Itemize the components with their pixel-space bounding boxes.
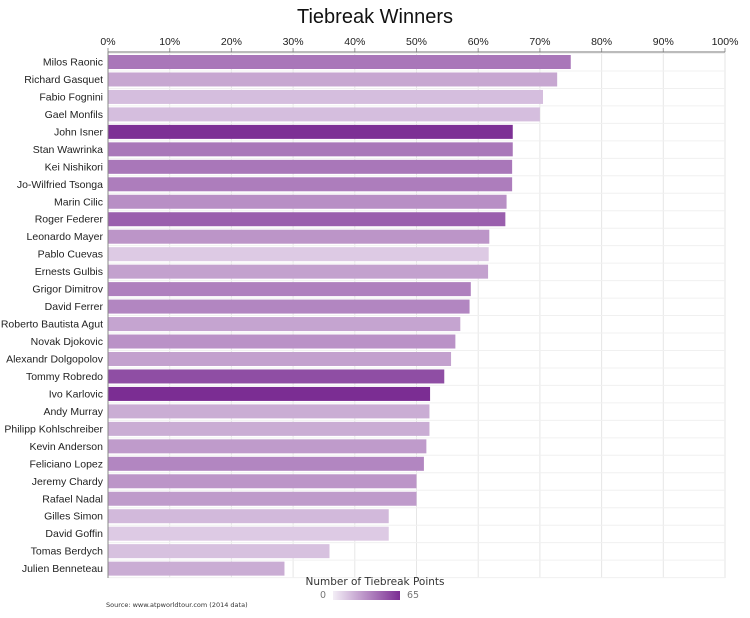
bar: [108, 334, 456, 349]
category-label: Grigor Dimitrov: [32, 284, 103, 296]
category-label: Philipp Kohlschreiber: [4, 423, 103, 435]
bar: [108, 351, 452, 366]
bar: [108, 404, 430, 419]
bar: [108, 142, 513, 157]
category-label: Milos Raonic: [43, 57, 103, 69]
bar: [108, 369, 445, 384]
bar: [108, 229, 490, 244]
bar: [108, 124, 513, 139]
category-label: Pablo Cuevas: [38, 249, 103, 261]
legend-min-label: 0: [320, 590, 327, 601]
category-label: Jeremy Chardy: [32, 476, 104, 488]
x-tick-label: 80%: [591, 36, 612, 48]
bar: [108, 509, 389, 524]
category-label: Gilles Simon: [44, 511, 103, 523]
bar: [108, 212, 506, 227]
x-tick-label: 100%: [712, 36, 739, 48]
x-tick-label: 0%: [100, 36, 115, 48]
x-tick-label: 30%: [283, 36, 304, 48]
bar: [108, 107, 540, 122]
bar: [108, 72, 558, 87]
bar: [108, 317, 461, 332]
category-label: Tommy Robredo: [26, 371, 103, 383]
category-label: Fabio Fognini: [39, 91, 103, 103]
category-label: Julien Benneteau: [22, 563, 103, 575]
legend-title: Number of Tiebreak Points: [305, 576, 445, 588]
bar: [108, 264, 489, 279]
category-label: John Isner: [54, 126, 104, 138]
bar: [108, 526, 389, 541]
legend-max-label: 65: [407, 590, 420, 601]
x-tick-label: 10%: [159, 36, 180, 48]
category-label: Ivo Karlovic: [49, 388, 103, 400]
category-label: Feliciano Lopez: [29, 458, 103, 470]
bar: [108, 159, 513, 174]
category-label: David Goffin: [45, 528, 103, 540]
category-label: Gael Monfils: [45, 109, 103, 121]
bar: [108, 491, 417, 506]
bar: [108, 194, 507, 209]
category-label: Roberto Bautista Agut: [1, 319, 103, 331]
category-label: Andy Murray: [43, 406, 103, 418]
category-label: Rafael Nadal: [42, 493, 103, 505]
category-label: David Ferrer: [45, 301, 104, 313]
bar: [108, 177, 513, 192]
bar: [108, 456, 424, 471]
bar: [108, 299, 470, 314]
bar: [108, 89, 543, 104]
bar: [108, 544, 330, 559]
category-label: Richard Gasquet: [24, 74, 103, 86]
bar: [108, 474, 417, 489]
legend-color-gradient: [333, 591, 400, 600]
x-tick-label: 40%: [344, 36, 365, 48]
chart-title: Tiebreak Winners: [297, 6, 453, 28]
x-tick-label: 20%: [221, 36, 242, 48]
bar: [108, 386, 431, 401]
category-label: Alexandr Dolgopolov: [6, 353, 104, 365]
category-label: Kei Nishikori: [45, 161, 103, 173]
category-label: Novak Djokovic: [31, 336, 103, 348]
source-note: Source: www.atpworldtour.com (2014 data): [106, 601, 248, 609]
bar: [108, 561, 285, 576]
bar: [108, 55, 571, 69]
bar: [108, 247, 489, 262]
category-label: Kevin Anderson: [29, 441, 103, 453]
bar: [108, 439, 427, 454]
category-label: Jo-Wilfried Tsonga: [17, 179, 103, 191]
category-label: Ernests Gulbis: [35, 266, 103, 278]
category-label: Stan Wawrinka: [33, 144, 103, 156]
bar: [108, 421, 430, 436]
x-tick-label: 60%: [468, 36, 489, 48]
x-tick-label: 90%: [653, 36, 674, 48]
x-tick-label: 50%: [406, 36, 427, 48]
category-label: Marin Cilic: [54, 196, 103, 208]
category-label: Leonardo Mayer: [27, 231, 104, 243]
bar: [108, 282, 471, 297]
category-label: Tomas Berdych: [31, 546, 104, 558]
category-label: Roger Federer: [35, 214, 104, 226]
x-tick-label: 70%: [529, 36, 550, 48]
